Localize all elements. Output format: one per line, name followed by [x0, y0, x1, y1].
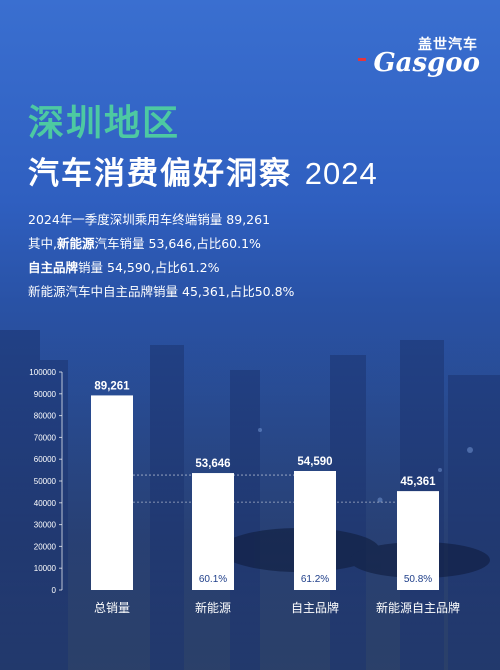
y-tick-label: 70000 [34, 433, 57, 442]
stats-line3-share: ,占比61.2% [150, 260, 220, 275]
y-tick-label: 80000 [34, 412, 57, 421]
stats-line3-bold: 自主品牌 [28, 260, 79, 275]
bar-value-label: 53,646 [195, 458, 230, 470]
y-tick-label: 30000 [34, 521, 57, 530]
y-tick-label: 40000 [34, 499, 57, 508]
gasgoo-logo: 盖世汽车 Gasgoo [330, 34, 480, 78]
bar-2 [192, 473, 234, 590]
stats-line-domestic: 自主品牌销量 54,590,占比61.2% [28, 256, 294, 280]
stats-line-nev: 其中,新能源汽车销量 53,646,占比60.1% [28, 232, 294, 256]
bar-4 [397, 491, 439, 590]
bar-value-label: 45,361 [400, 476, 436, 488]
y-tick-label: 20000 [34, 542, 57, 551]
bar-1 [91, 395, 133, 590]
y-tick-label: 90000 [34, 390, 57, 399]
stats-line4-value: 45,361 [182, 284, 226, 299]
bar-percent-label: 60.1% [199, 574, 227, 585]
title-main-text: 汽车消费偏好洞察 [28, 156, 292, 192]
stats-line3-value: 54,590 [107, 260, 151, 275]
y-tick-label: 10000 [34, 564, 57, 573]
title-year: 2024 [304, 156, 378, 191]
bar-value-label: 89,261 [94, 380, 130, 392]
stats-line-total: 2024年一季度深圳乘用车终端销量 89,261 [28, 208, 294, 232]
sales-bar-chart: 0 10000 20000 30000 40000 50000 60000 70000 8000… [29, 368, 460, 615]
stats-line-nev-domestic: 新能源汽车中自主品牌销量 45,361,占比50.8% [28, 280, 294, 304]
y-tick-label: 100000 [29, 368, 56, 377]
category-label: 新能源自主品牌 [376, 600, 460, 615]
bar-percent-label: 61.2% [301, 574, 329, 585]
logo-chinese-text: 盖世汽车 [418, 37, 478, 53]
stats-line2-text: 汽车销量 [94, 236, 145, 251]
title-main: 汽车消费偏好洞察 2024 [28, 148, 378, 193]
category-label: 总销量 [94, 601, 130, 615]
bar-3 [294, 470, 336, 590]
stats-line1-text: 2024年一季度深圳乘用车终端销量 [28, 212, 223, 227]
stats-line4-share: ,占比50.8% [225, 284, 295, 299]
stats-line1-value: 89,261 [226, 212, 271, 227]
bar-percent-label: 50.8% [404, 574, 432, 585]
stats-line2-value: 53,646 [148, 236, 193, 251]
stats-line4-text: 新能源汽车中自主品牌销量 [28, 284, 179, 299]
stats-line3-text: 销量 [78, 260, 104, 275]
y-tick-label: 0 [52, 586, 57, 595]
title-region: 深圳地区 [28, 103, 181, 144]
logo-english-text: Gasgoo [373, 48, 480, 78]
y-tick-label: 60000 [34, 455, 57, 464]
y-tick-label: 50000 [34, 477, 57, 486]
stats-summary: 2024年一季度深圳乘用车终端销量 89,261 其中,新能源汽车销量 53,6… [28, 208, 294, 304]
category-label: 新能源 [195, 600, 231, 615]
stats-line2-bold: 新能源 [56, 236, 95, 251]
logo-red-accent [358, 58, 366, 61]
bar-value-label: 54,590 [297, 456, 332, 468]
stats-line2-prefix: 其中, [28, 236, 57, 251]
stats-line2-share: ,占比60.1% [192, 236, 261, 251]
category-label: 自主品牌 [291, 601, 339, 615]
